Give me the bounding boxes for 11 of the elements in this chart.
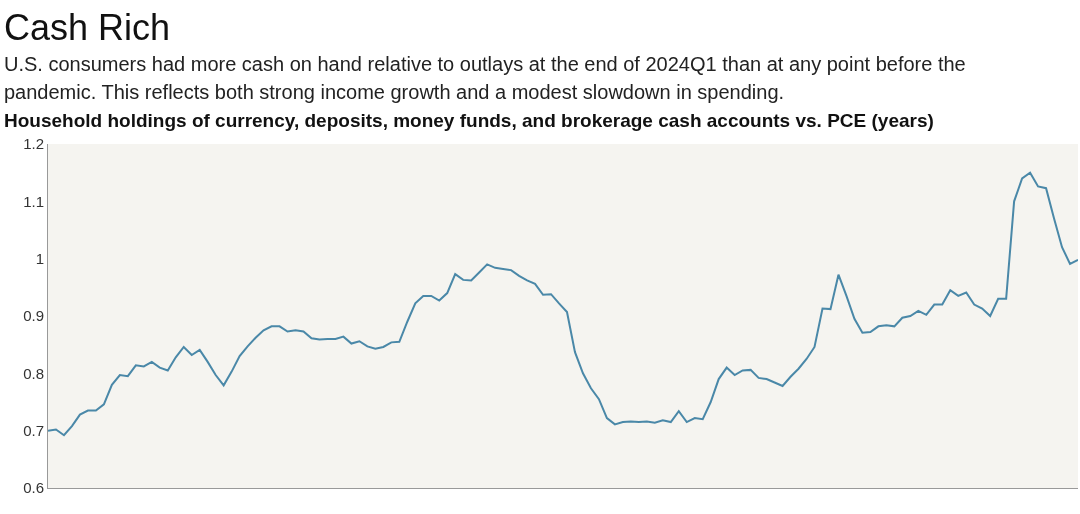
y-tick-label: 0.9 <box>23 307 44 325</box>
y-tick-label: 1.1 <box>23 192 44 210</box>
chart-subtitle: U.S. consumers had more cash on hand relative to outlays at the end of 2024Q1 than at any point before the pandemic. This reflects both strong income growth and a modest slowdown in spending. <box>4 52 967 105</box>
chart-title: Cash Rich <box>4 7 172 48</box>
y-tick-label: 0.6 <box>23 479 44 497</box>
line-series <box>48 171 1078 437</box>
y-tick-label: 1 <box>35 249 44 267</box>
y-tick-label: 0.7 <box>23 421 44 439</box>
y-tick-label: 0.8 <box>23 364 44 382</box>
y-axis-title: Household holdings of currency, deposits, money funds, and brokerage cash accounts vs. PCE (years) <box>4 110 935 132</box>
y-tick-label: 1.2 <box>23 135 44 153</box>
